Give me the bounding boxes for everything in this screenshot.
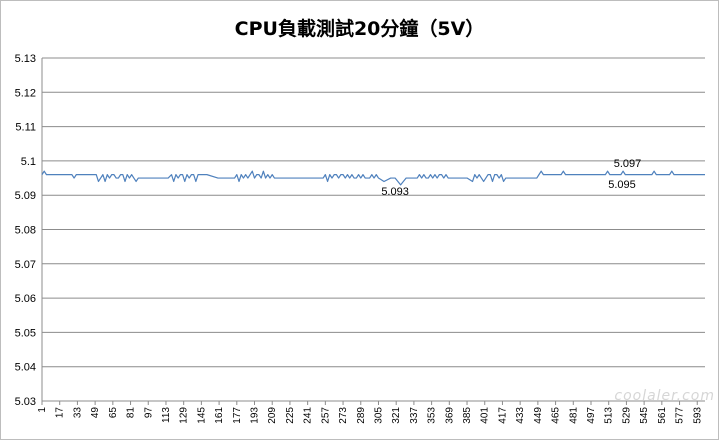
x-tick-label: 305 [373, 407, 384, 424]
x-tick-label: 401 [480, 407, 491, 424]
y-tick-label: 5.1 [21, 156, 36, 168]
y-tick-label: 5.04 [15, 362, 36, 374]
watermark: coolaler.com [614, 388, 715, 404]
y-tick-label: 5.07 [15, 259, 36, 271]
x-tick-label: 481 [568, 407, 579, 424]
x-tick-label: 177 [232, 407, 243, 424]
data-label: 5.093 [381, 186, 409, 198]
x-tick-label: 289 [356, 407, 367, 424]
x-tick-label: 529 [621, 407, 632, 424]
x-tick-label: 65 [108, 407, 119, 419]
x-tick-label: 417 [497, 407, 508, 424]
y-tick-label: 5.11 [15, 122, 36, 134]
x-tick-label: 465 [551, 407, 562, 424]
x-tick-label: 561 [657, 407, 668, 424]
series-line-0 [41, 170, 705, 186]
x-tick-label: 513 [604, 407, 615, 424]
x-tick-label: 241 [303, 407, 314, 424]
y-tick-label: 5.13 [15, 53, 36, 65]
y-tick-label: 5.06 [15, 293, 36, 305]
chart-title: CPU負載測試20分鐘（5V） [234, 18, 485, 40]
x-tick-label: 257 [320, 407, 331, 424]
x-tick-label: 145 [196, 407, 207, 424]
x-tick-label: 577 [675, 407, 686, 424]
data-label: 5.095 [608, 179, 636, 191]
x-tick-label: 353 [427, 407, 438, 424]
x-tick-label: 225 [285, 407, 296, 424]
data-label: 5.097 [614, 158, 642, 170]
x-tick-label: 17 [55, 407, 66, 419]
y-tick-label: 5.03 [15, 396, 36, 408]
y-tick-label: 5.09 [15, 190, 36, 202]
x-tick-label: 33 [72, 407, 83, 419]
x-tick-label: 321 [391, 407, 402, 424]
x-tick-label: 545 [639, 407, 650, 424]
x-tick-label: 161 [214, 407, 225, 424]
x-tick-label: 113 [161, 407, 172, 423]
x-tick-label: 129 [179, 407, 190, 424]
y-tick-label: 5.05 [15, 327, 36, 339]
x-tick-label: 369 [444, 407, 455, 424]
x-tick-label: 337 [409, 407, 420, 424]
x-tick-label: 497 [586, 407, 597, 424]
x-tick-label: 433 [515, 407, 526, 424]
x-tick-label: 81 [126, 407, 137, 419]
y-tick-label: 5.08 [15, 225, 36, 237]
x-tick-label: 209 [267, 407, 278, 424]
x-tick-label: 385 [462, 407, 473, 424]
x-tick-label: 593 [692, 407, 703, 424]
x-tick-label: 449 [533, 407, 544, 424]
x-tick-label: 1 [37, 407, 48, 413]
x-tick-label: 273 [338, 407, 349, 424]
x-tick-label: 193 [250, 407, 261, 424]
x-tick-label: 97 [143, 407, 154, 419]
y-tick-label: 5.12 [15, 87, 36, 99]
x-tick-label: 49 [90, 407, 101, 419]
